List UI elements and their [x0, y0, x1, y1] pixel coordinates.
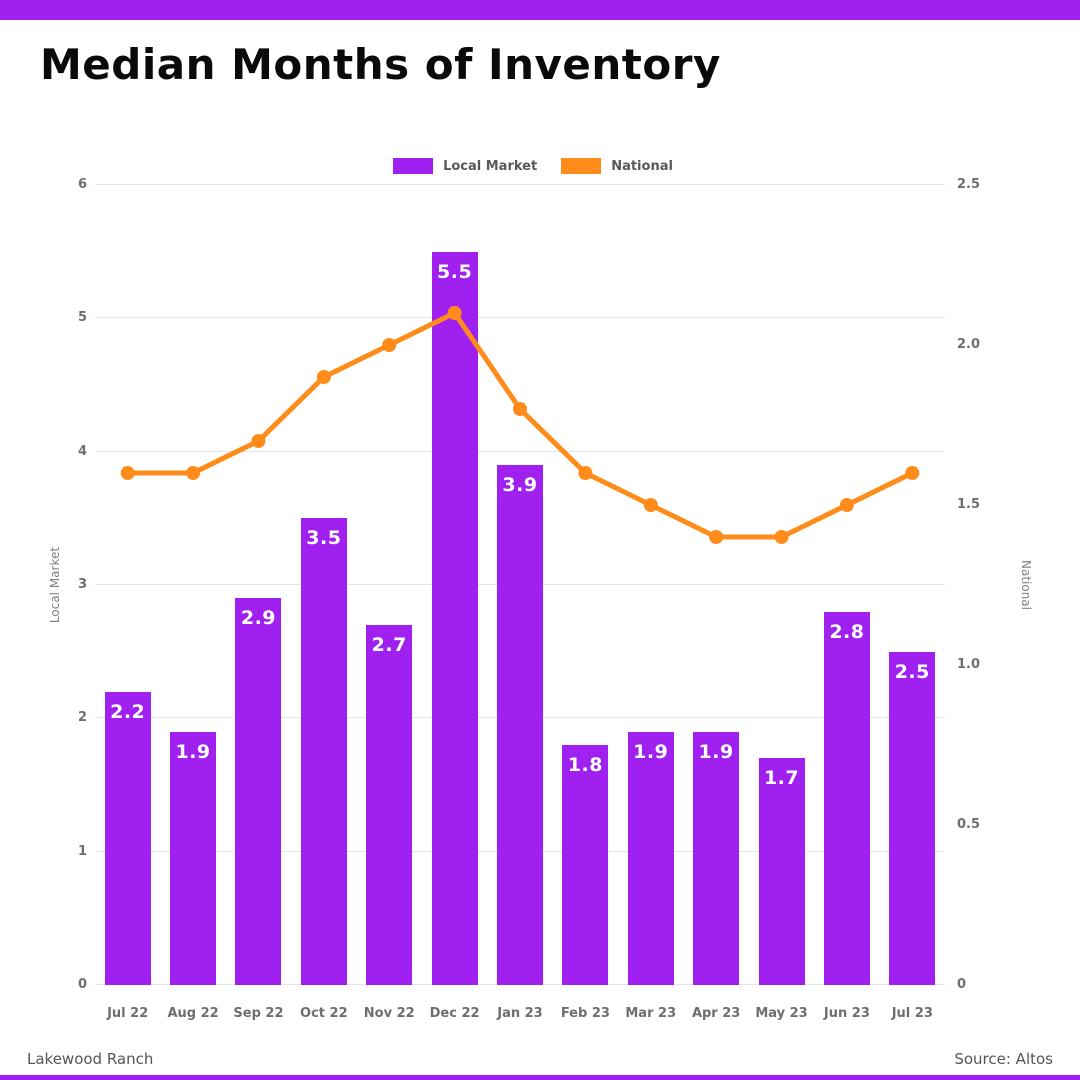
bar-sep-22: 2.9 — [235, 598, 282, 985]
national-line — [125, 310, 915, 540]
bar-apr-23: 1.9 — [693, 731, 740, 985]
national-point — [905, 466, 920, 480]
x-axis-label-apr-23: Apr 23 — [691, 1006, 741, 1021]
national-point — [447, 306, 462, 320]
left-axis-tick-label: 4 — [77, 443, 87, 459]
national-point — [316, 370, 331, 384]
bar-value-label: 1.9 — [698, 740, 734, 763]
bar-value-label: 3.9 — [502, 474, 538, 496]
bar-may-23: 1.7 — [758, 758, 805, 985]
bar-aug-22: 1.9 — [170, 731, 217, 985]
left-axis-tick-label: 2 — [77, 710, 87, 726]
right-axis-tick-label: 2.0 — [957, 337, 981, 352]
x-axis-label-dec-22: Dec 22 — [429, 1006, 480, 1021]
left-axis-tick-label: 3 — [77, 577, 87, 592]
x-axis-label-jul-23: Jul 23 — [891, 1006, 933, 1021]
footer-source-label: Source: Altos — [954, 1050, 1053, 1068]
x-axis-label-oct-22: Oct 22 — [300, 1006, 348, 1021]
footer-location-label: Lakewood Ranch — [27, 1050, 154, 1068]
x-axis-label-sep-22: Sep 22 — [233, 1006, 284, 1021]
legend-swatch-national — [561, 158, 602, 174]
legend-label-local-market: Local Market — [443, 158, 538, 174]
national-point — [578, 466, 593, 480]
bar-oct-22: 3.5 — [300, 518, 347, 985]
right-axis-title: National — [1019, 559, 1033, 611]
bar-value-label: 2.5 — [894, 660, 930, 683]
x-axis-label-jan-23: Jan 23 — [497, 1006, 543, 1021]
legend-swatch-local-market — [393, 158, 434, 174]
gridline — [95, 184, 945, 185]
gridline — [95, 450, 945, 452]
legend-label-national: National — [611, 158, 673, 174]
x-axis-label-nov-22: Nov 22 — [363, 1006, 415, 1021]
bar-jun-23: 2.8 — [823, 611, 870, 985]
bar-feb-23: 1.8 — [562, 745, 609, 985]
bar-value-label: 5.5 — [437, 260, 473, 283]
x-axis-label-mar-23: Mar 23 — [625, 1006, 677, 1021]
left-axis-tick-label: 6 — [77, 177, 87, 192]
national-point — [382, 338, 397, 352]
national-point — [120, 466, 135, 480]
left-axis-tick-label: 1 — [77, 843, 87, 859]
national-point — [643, 498, 658, 512]
x-axis-label-feb-23: Feb 23 — [560, 1006, 610, 1021]
bar-value-label: 3.5 — [306, 527, 342, 550]
national-point — [186, 466, 201, 480]
gridline — [95, 317, 945, 319]
bottom-accent-bar — [0, 1075, 1080, 1080]
x-axis-label-aug-22: Aug 22 — [167, 1006, 219, 1021]
bar-jan-23: 3.9 — [497, 465, 543, 985]
bar-mar-23: 1.9 — [627, 731, 674, 985]
left-axis-tick-label: 0 — [77, 977, 87, 992]
chart-legend: Local Market National — [0, 158, 1080, 174]
bar-jul-23: 2.5 — [889, 651, 936, 985]
bar-dec-22: 5.5 — [431, 251, 478, 985]
national-point — [839, 498, 854, 512]
bar-value-label: 1.8 — [567, 754, 603, 776]
national-point — [709, 530, 724, 544]
right-axis-tick-label: 0 — [957, 977, 967, 992]
right-axis-tick-label: 1.0 — [957, 657, 981, 672]
national-point — [251, 434, 266, 448]
bar-jul-22: 2.2 — [104, 691, 151, 985]
page-title: Median Months of Inventory — [40, 40, 721, 89]
x-axis-label-may-23: May 23 — [755, 1006, 808, 1021]
bar-nov-22: 2.7 — [366, 625, 413, 985]
right-axis-tick-label: 1.5 — [957, 497, 981, 512]
national-line-chart — [120, 306, 920, 544]
x-axis-label-jul-22: Jul 22 — [107, 1006, 149, 1021]
right-axis-tick-label: 2.5 — [957, 177, 981, 192]
bar-value-label: 1.9 — [633, 740, 669, 763]
left-axis-tick-label: 5 — [77, 310, 87, 326]
right-axis-tick-label: 0.5 — [957, 817, 981, 832]
x-axis-label-jun-23: Jun 23 — [823, 1006, 870, 1021]
national-point — [774, 530, 789, 544]
chart-plot-area: 2.2 1.9 2.9 3.5 2.7 5.5 3.9 1.8 1.9 1.9 1.7 2.8 2.5 — [95, 184, 945, 985]
bar-value-label: 2.8 — [829, 620, 865, 643]
bar-value-label: 2.7 — [371, 634, 407, 656]
bar-value-label: 1.9 — [175, 740, 211, 763]
bar-value-label: 1.7 — [763, 767, 800, 790]
top-accent-bar — [0, 0, 1080, 20]
bar-value-label: 2.9 — [240, 607, 277, 630]
national-point — [513, 402, 527, 416]
bar-value-label: 2.2 — [110, 700, 146, 723]
